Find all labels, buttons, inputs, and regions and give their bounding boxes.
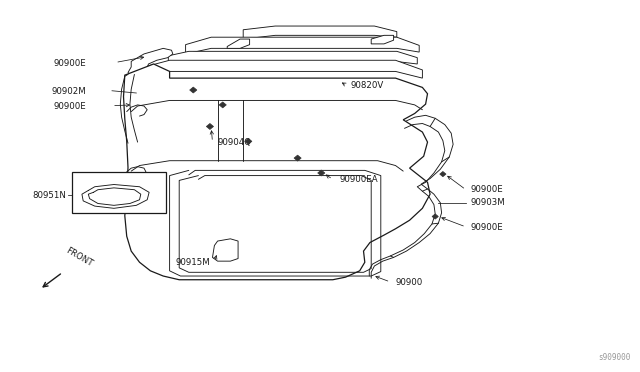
Polygon shape bbox=[212, 239, 238, 261]
Text: 90900EA: 90900EA bbox=[339, 175, 378, 184]
Text: 80951N: 80951N bbox=[32, 191, 66, 200]
Text: 90820V: 90820V bbox=[351, 81, 384, 90]
Text: 90915M: 90915M bbox=[176, 258, 211, 267]
Polygon shape bbox=[147, 60, 422, 78]
Text: 90903M: 90903M bbox=[470, 198, 505, 207]
Polygon shape bbox=[206, 124, 214, 129]
Polygon shape bbox=[243, 26, 397, 39]
Text: 90900E: 90900E bbox=[54, 59, 86, 68]
Polygon shape bbox=[219, 102, 227, 108]
Polygon shape bbox=[317, 170, 325, 176]
Polygon shape bbox=[227, 39, 250, 48]
Bar bbox=[72, 172, 166, 213]
Text: 90900E: 90900E bbox=[470, 223, 503, 232]
Polygon shape bbox=[440, 171, 446, 177]
Text: s909000: s909000 bbox=[598, 353, 630, 362]
Text: 90900E: 90900E bbox=[54, 102, 86, 110]
Polygon shape bbox=[168, 51, 417, 64]
Polygon shape bbox=[186, 37, 419, 54]
Polygon shape bbox=[371, 35, 394, 44]
Polygon shape bbox=[124, 64, 430, 280]
Text: FRONT: FRONT bbox=[64, 246, 94, 269]
Text: 90900E: 90900E bbox=[470, 185, 503, 194]
Polygon shape bbox=[294, 155, 301, 161]
Polygon shape bbox=[128, 48, 173, 76]
Text: 90904Q: 90904Q bbox=[218, 138, 252, 147]
Text: 90900: 90900 bbox=[396, 278, 423, 287]
Text: 90902M: 90902M bbox=[52, 87, 86, 96]
Polygon shape bbox=[244, 138, 252, 144]
Polygon shape bbox=[189, 87, 197, 93]
Polygon shape bbox=[432, 214, 438, 219]
